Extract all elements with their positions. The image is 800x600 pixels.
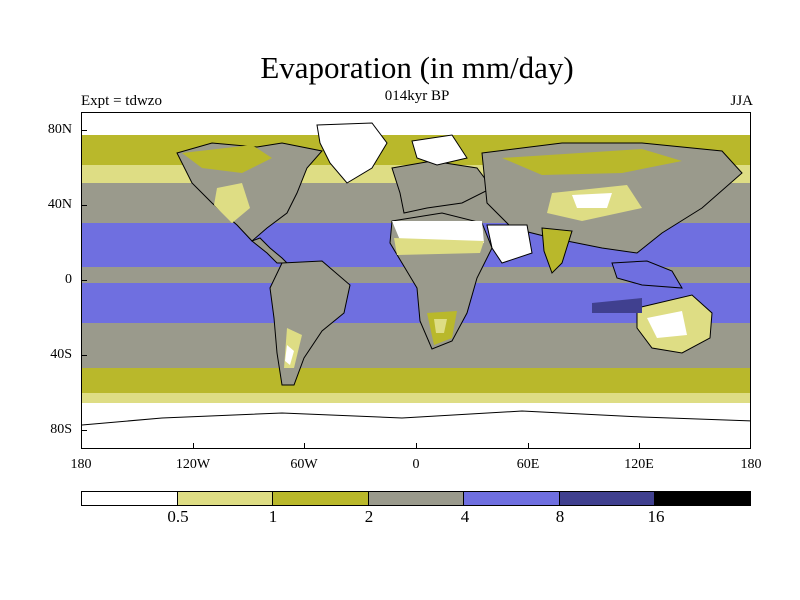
colorbar-label: 4 — [460, 507, 470, 526]
lon-tick — [304, 443, 305, 449]
maritime-continent — [611, 260, 683, 289]
antarctic-band — [82, 403, 750, 448]
lat-label-40s: 40S — [50, 347, 72, 362]
lat-label-40n: 40N — [47, 197, 72, 212]
greenland — [316, 122, 388, 184]
colorbar-segment — [655, 492, 751, 505]
colorbar-label: 1 — [268, 507, 278, 526]
lon-label-60w: 60W — [290, 457, 318, 472]
lat-tick — [81, 355, 87, 356]
south-mid-lat-band — [82, 323, 750, 373]
lat-tick — [81, 430, 87, 431]
lon-label-60e: 60E — [516, 457, 540, 472]
lon-label-180w: 180 — [70, 457, 92, 472]
lat-label-80s: 80S — [50, 422, 72, 437]
central-america — [251, 237, 289, 264]
colorbar-label: 2 — [364, 507, 374, 526]
europe — [391, 160, 493, 214]
lat-tick — [81, 205, 87, 206]
lat-label-0: 0 — [65, 272, 72, 287]
siberia — [502, 149, 682, 175]
colorbar-segment — [464, 492, 560, 505]
season-label: JJA — [730, 93, 753, 109]
experiment-label: Expt = tdwzo — [81, 93, 162, 109]
lat-tick — [81, 280, 87, 281]
southern-ocean-light-band — [82, 393, 750, 403]
max-evaporation-region — [592, 298, 642, 313]
colorbar — [81, 491, 751, 506]
lon-label-0: 0 — [412, 457, 420, 472]
lon-label-120w: 120W — [175, 457, 211, 472]
evaporation-map — [81, 112, 751, 449]
arabia — [486, 224, 533, 264]
india — [541, 227, 573, 274]
colorbar-label: 0.5 — [167, 507, 189, 526]
lat-tick — [81, 130, 87, 131]
colorbar-segment — [177, 492, 274, 505]
lon-tick — [639, 443, 640, 449]
canada-shelf — [182, 145, 272, 173]
kalahari — [434, 319, 447, 333]
map-field — [82, 113, 750, 448]
lon-tick — [193, 443, 194, 449]
lon-tick — [528, 443, 529, 449]
map-title: Evaporation (in mm/day) — [260, 50, 574, 85]
colorbar-label: 16 — [647, 507, 665, 526]
tibet-desert — [572, 193, 612, 208]
colorbar-segment — [559, 492, 656, 505]
us-southwest-dry — [214, 183, 250, 223]
scandinavian-ice — [411, 134, 468, 166]
antarctic-coast — [82, 410, 750, 426]
colorbar-segment — [82, 492, 178, 505]
colorbar-segment — [273, 492, 369, 505]
australian-desert — [647, 311, 687, 338]
andes-desert — [285, 345, 294, 365]
lon-tick — [416, 443, 417, 449]
colorbar-label: 8 — [555, 507, 565, 526]
map-subtitle: 014kyr BP — [384, 88, 450, 104]
lon-label-180e: 180 — [740, 457, 762, 472]
lat-label-80n: 80N — [47, 122, 72, 137]
lon-label-120e: 120E — [624, 457, 654, 472]
colorbar-segment — [368, 492, 465, 505]
arctic-band — [82, 113, 750, 135]
sahel-dry — [394, 238, 484, 255]
